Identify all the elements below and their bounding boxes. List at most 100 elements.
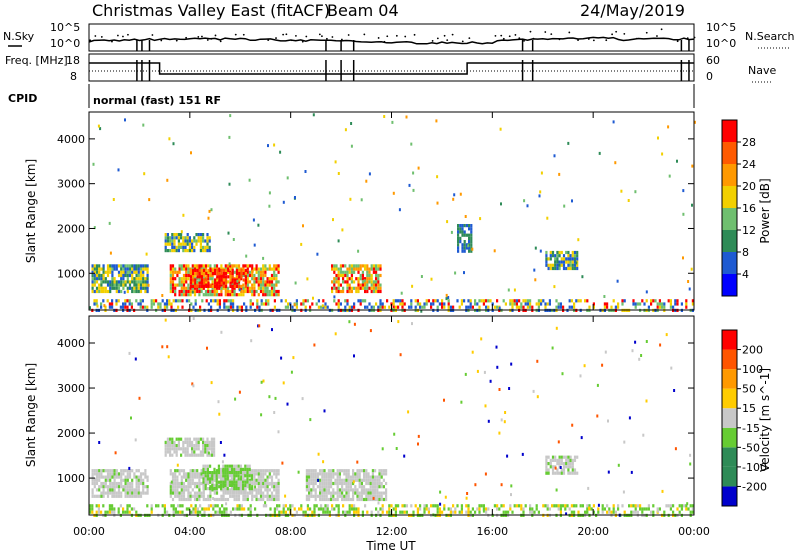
echo-cell <box>348 267 351 271</box>
echo-cell <box>191 264 194 268</box>
echo-cell <box>316 475 319 479</box>
echo-cell <box>280 510 283 514</box>
echo-cell <box>217 471 220 475</box>
echo-cell <box>212 504 215 508</box>
echo-cell <box>91 267 94 271</box>
echo-cell <box>240 507 243 511</box>
echo-cell <box>363 491 366 495</box>
echo-cell <box>382 478 385 482</box>
echo-cell <box>128 299 131 303</box>
echo-cell <box>126 481 129 486</box>
echo-cell <box>330 494 333 498</box>
echo-cell <box>206 249 209 253</box>
echo-cell <box>180 469 183 473</box>
echo-cell <box>333 286 336 290</box>
echo-cell <box>319 497 322 502</box>
echo-cell <box>240 268 243 272</box>
echo-cell <box>337 280 340 284</box>
echo-cell <box>146 504 149 508</box>
echo-cell <box>196 510 199 514</box>
echo-cell <box>332 488 335 492</box>
echo-cell <box>417 442 419 446</box>
echo-cell <box>193 469 197 473</box>
echo-cell <box>182 245 185 249</box>
echo-cell <box>246 267 249 271</box>
echo-cell <box>665 333 668 337</box>
echo-cell <box>379 289 382 294</box>
echo-cell <box>314 475 317 479</box>
echo-cell <box>98 494 101 498</box>
echo-cell <box>235 491 238 495</box>
echo-cell <box>126 491 129 495</box>
echo-cell <box>266 267 269 271</box>
echo-cell <box>334 491 337 495</box>
echo-cell <box>314 469 317 473</box>
echo-cell <box>109 280 112 284</box>
echo-cell <box>262 485 265 489</box>
echo-cell <box>312 478 315 482</box>
echo-cell <box>408 183 411 187</box>
echo-cell <box>498 431 501 435</box>
echo-cell <box>167 355 170 359</box>
echo-cell <box>392 302 395 306</box>
x-tick-label: 16:00 <box>476 525 508 538</box>
echo-cell <box>608 507 611 511</box>
echo-cell <box>171 277 175 281</box>
echo-cell <box>264 293 267 297</box>
echo-cell <box>568 299 571 303</box>
echo-cell <box>380 475 383 479</box>
echo-cell <box>91 507 94 511</box>
echo-cell <box>335 289 338 294</box>
echo-cell <box>275 283 278 287</box>
echo-cell <box>500 418 503 422</box>
echo-cell <box>206 239 209 243</box>
echo-cell <box>242 491 245 495</box>
echo-cell <box>226 467 229 471</box>
echo-cell <box>93 277 96 281</box>
echo-cell <box>461 230 464 234</box>
echo-cell <box>128 302 131 306</box>
echo-cell <box>180 267 183 271</box>
echo-cell <box>557 507 560 511</box>
echo-cell <box>243 507 246 511</box>
echo-cell <box>171 488 175 492</box>
echo-cell <box>236 305 239 309</box>
echo-cell <box>630 470 633 474</box>
echo-cell <box>109 270 112 274</box>
echo-cell <box>193 475 197 479</box>
echo-cell <box>251 264 254 268</box>
echo-cell <box>95 475 99 479</box>
echo-cell <box>204 444 207 448</box>
echo-cell <box>568 507 571 511</box>
echo-cell <box>226 270 230 274</box>
echo-cell <box>454 507 457 511</box>
echo-cell <box>180 485 183 489</box>
echo-cell <box>198 275 201 279</box>
echo-cell <box>185 485 188 489</box>
echo-cell <box>476 507 479 511</box>
echo-cell <box>169 242 172 246</box>
echo-cell <box>209 273 212 278</box>
echo-cell <box>394 504 397 508</box>
nsearch-point <box>127 33 129 36</box>
echo-cell <box>221 510 224 514</box>
echo-cell <box>465 305 468 309</box>
echo-cell <box>106 475 110 479</box>
echo-cell <box>419 302 422 306</box>
echo-cell <box>642 433 645 437</box>
echo-cell <box>343 481 346 486</box>
echo-cell <box>268 469 271 473</box>
echo-cell <box>376 491 379 495</box>
echo-cell <box>198 284 201 288</box>
echo-cell <box>360 198 363 202</box>
echo-cell <box>126 267 129 271</box>
echo-cell <box>352 475 355 479</box>
echo-cell <box>537 305 540 309</box>
echo-cell <box>166 305 169 309</box>
echo-cell <box>180 264 183 268</box>
echo-cell <box>268 264 271 268</box>
echo-cell <box>345 491 348 495</box>
echo-cell <box>427 299 430 303</box>
echo-cell <box>251 302 254 306</box>
echo-cell <box>137 302 140 306</box>
